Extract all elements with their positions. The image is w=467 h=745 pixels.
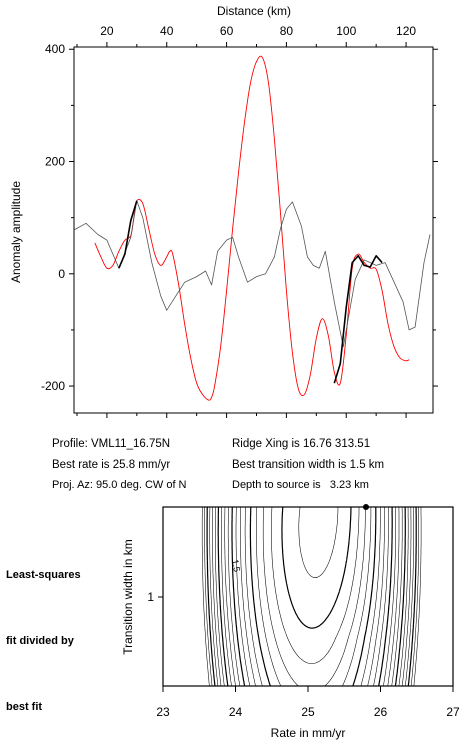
contour-line [224,506,400,687]
proj-az-text: Proj. Az: 95.0 deg. CW of N [52,479,187,491]
model-anomaly-line [94,55,410,401]
contour-line [221,507,403,687]
x-tick-label: 80 [280,24,294,38]
contour-line [244,506,381,687]
contour-line [215,506,409,687]
misfit-description-line: Least-squares [6,569,81,581]
x-tick-label: 100 [336,24,356,38]
x-tick-label: 60 [220,24,234,38]
ridge-xing-text: Ridge Xing is 16.76 313.51 [232,438,371,450]
contour-line [201,507,422,687]
x-tick-label: 40 [160,24,174,38]
x-tick-label: 120 [396,24,416,38]
top-chart-ticks: 20 40 60 80 100 120 400 200 0 -200 [41,24,438,418]
y-tick-label: 200 [45,155,65,169]
bottom-x-axis-label: Rate in mm/yr [271,726,346,740]
x-tick-label: 20 [100,24,114,38]
rate-tick-label: 26 [374,705,388,719]
misfit-description-line: fit divided by [6,635,74,647]
width-tick-label: 1 [147,590,154,604]
contour-line [206,506,417,687]
contour-line [249,506,377,687]
top-chart-series [73,55,431,401]
contour-line [204,506,419,687]
top-y-axis-label: Anomaly amplitude [9,181,23,283]
misfit-description: Least-squares fit divided by best fit [6,520,81,740]
contour-line [235,507,389,687]
top-x-axis-label: Distance (km) [217,4,291,18]
rate-tick-label: 24 [229,705,243,719]
contour-line [240,506,385,687]
top-chart-frame [73,46,434,414]
contour-line [256,506,372,687]
y-tick-label: 0 [58,267,65,281]
best-width-text: Best transition width is 1.5 km [232,459,385,471]
best-rate-text: Best rate is 25.8 mm/yr [52,459,171,471]
contour-line [217,506,406,687]
contour-line [298,506,339,578]
contour-line [281,506,352,629]
rate-tick-label: 23 [156,705,170,719]
misfit-description-line: best fit [6,701,43,713]
rate-tick-label: 27 [446,705,460,719]
bottom-y-axis-label: Transition width in km [121,539,135,655]
contour-label: 1.5 [230,559,242,573]
contour-line [262,506,366,687]
depth-text: Depth to source is 3.23 km [232,479,369,491]
contour-line [212,506,412,687]
contour-line [209,507,414,687]
bottom-chart-ticks: 23 24 25 26 27 1 [147,590,460,719]
contour-line [231,506,393,687]
observed-fit-segment [118,200,138,269]
rate-tick-label: 25 [301,705,315,719]
y-tick-label: 400 [45,42,65,56]
contour-line [271,506,360,664]
observed-anomaly-line [73,200,431,348]
contour-line [227,506,396,687]
profile-text: Profile: VML11_16.75N [52,438,171,450]
observed-fit-segment [333,255,383,384]
contour-lines [201,506,422,687]
anomaly-profile-chart: Distance (km) Anomaly amplitude 20 40 60 80… [9,4,438,418]
y-tick-label: -200 [41,379,65,393]
best-fit-marker [363,504,369,510]
misfit-contour-chart: 23 24 25 26 27 1 1.5 Rate in mm/yr Transition… [121,504,460,740]
